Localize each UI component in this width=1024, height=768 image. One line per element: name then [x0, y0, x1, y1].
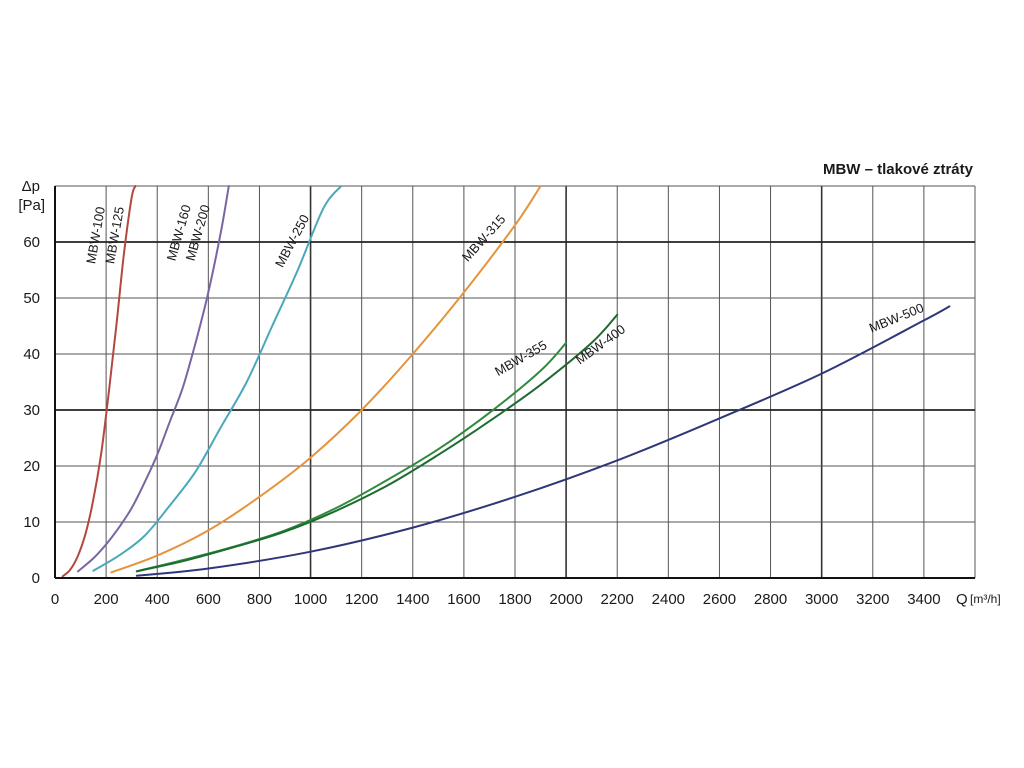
series-line-mbw-315	[110, 185, 542, 574]
y-axis-label-symbol: Δp	[22, 178, 40, 195]
x-tick-label: 800	[247, 591, 272, 608]
x-tick-label: 400	[145, 591, 170, 608]
x-axis-label-unit: [m³/h]	[970, 592, 1001, 606]
series-label-mbw-400: MBW-400	[573, 321, 628, 367]
series-line-mbw-400	[135, 313, 619, 573]
x-tick-label: 1000	[294, 591, 327, 608]
series-line-mbw-160	[77, 185, 230, 573]
x-tick-label: 1800	[498, 591, 531, 608]
y-tick-label: 10	[23, 514, 40, 531]
x-tick-label: 2000	[549, 591, 582, 608]
x-tick-label: 3000	[805, 591, 838, 608]
y-tick-label: 0	[32, 570, 40, 587]
series-label-mbw-355: MBW-355	[492, 337, 549, 379]
x-tick-label: 2200	[601, 591, 634, 608]
series-line-mbw-500	[135, 305, 951, 577]
x-tick-label: 2800	[754, 591, 787, 608]
x-tick-label: 1200	[345, 591, 378, 608]
grid	[55, 185, 976, 578]
x-tick-label: 3400	[907, 591, 940, 608]
x-tick-label: 600	[196, 591, 221, 608]
x-tick-label: 0	[51, 591, 59, 608]
axes: 0 200 400 600 800 1000 1200 1400 1600 1800 2000 220…	[23, 186, 975, 608]
y-tick-label: 60	[23, 234, 40, 251]
y-tick-label: 30	[23, 402, 40, 419]
series-curves	[61, 185, 951, 578]
y-tick-label: 50	[23, 290, 40, 307]
x-tick-label: 1600	[447, 591, 480, 608]
x-axis-label-symbol: Q	[956, 591, 968, 608]
x-tick-label: 3200	[856, 591, 889, 608]
series-line-mbw-250	[92, 185, 343, 572]
chart-title: MBW – tlakové ztráty	[823, 161, 974, 178]
x-tick-label: 1400	[396, 591, 429, 608]
x-tick-label: 200	[94, 591, 119, 608]
y-axis-label-unit: [Pa]	[18, 197, 45, 214]
series-label-mbw-315: MBW-315	[459, 212, 509, 265]
x-tick-label: 2600	[703, 591, 736, 608]
series-line-mbw-100	[61, 185, 137, 578]
series-label-mbw-500: MBW-500	[867, 300, 926, 335]
series-label-mbw-250: MBW-250	[272, 212, 312, 270]
y-tick-label: 40	[23, 346, 40, 363]
y-tick-label: 20	[23, 458, 40, 475]
x-tick-label: 2400	[652, 591, 685, 608]
